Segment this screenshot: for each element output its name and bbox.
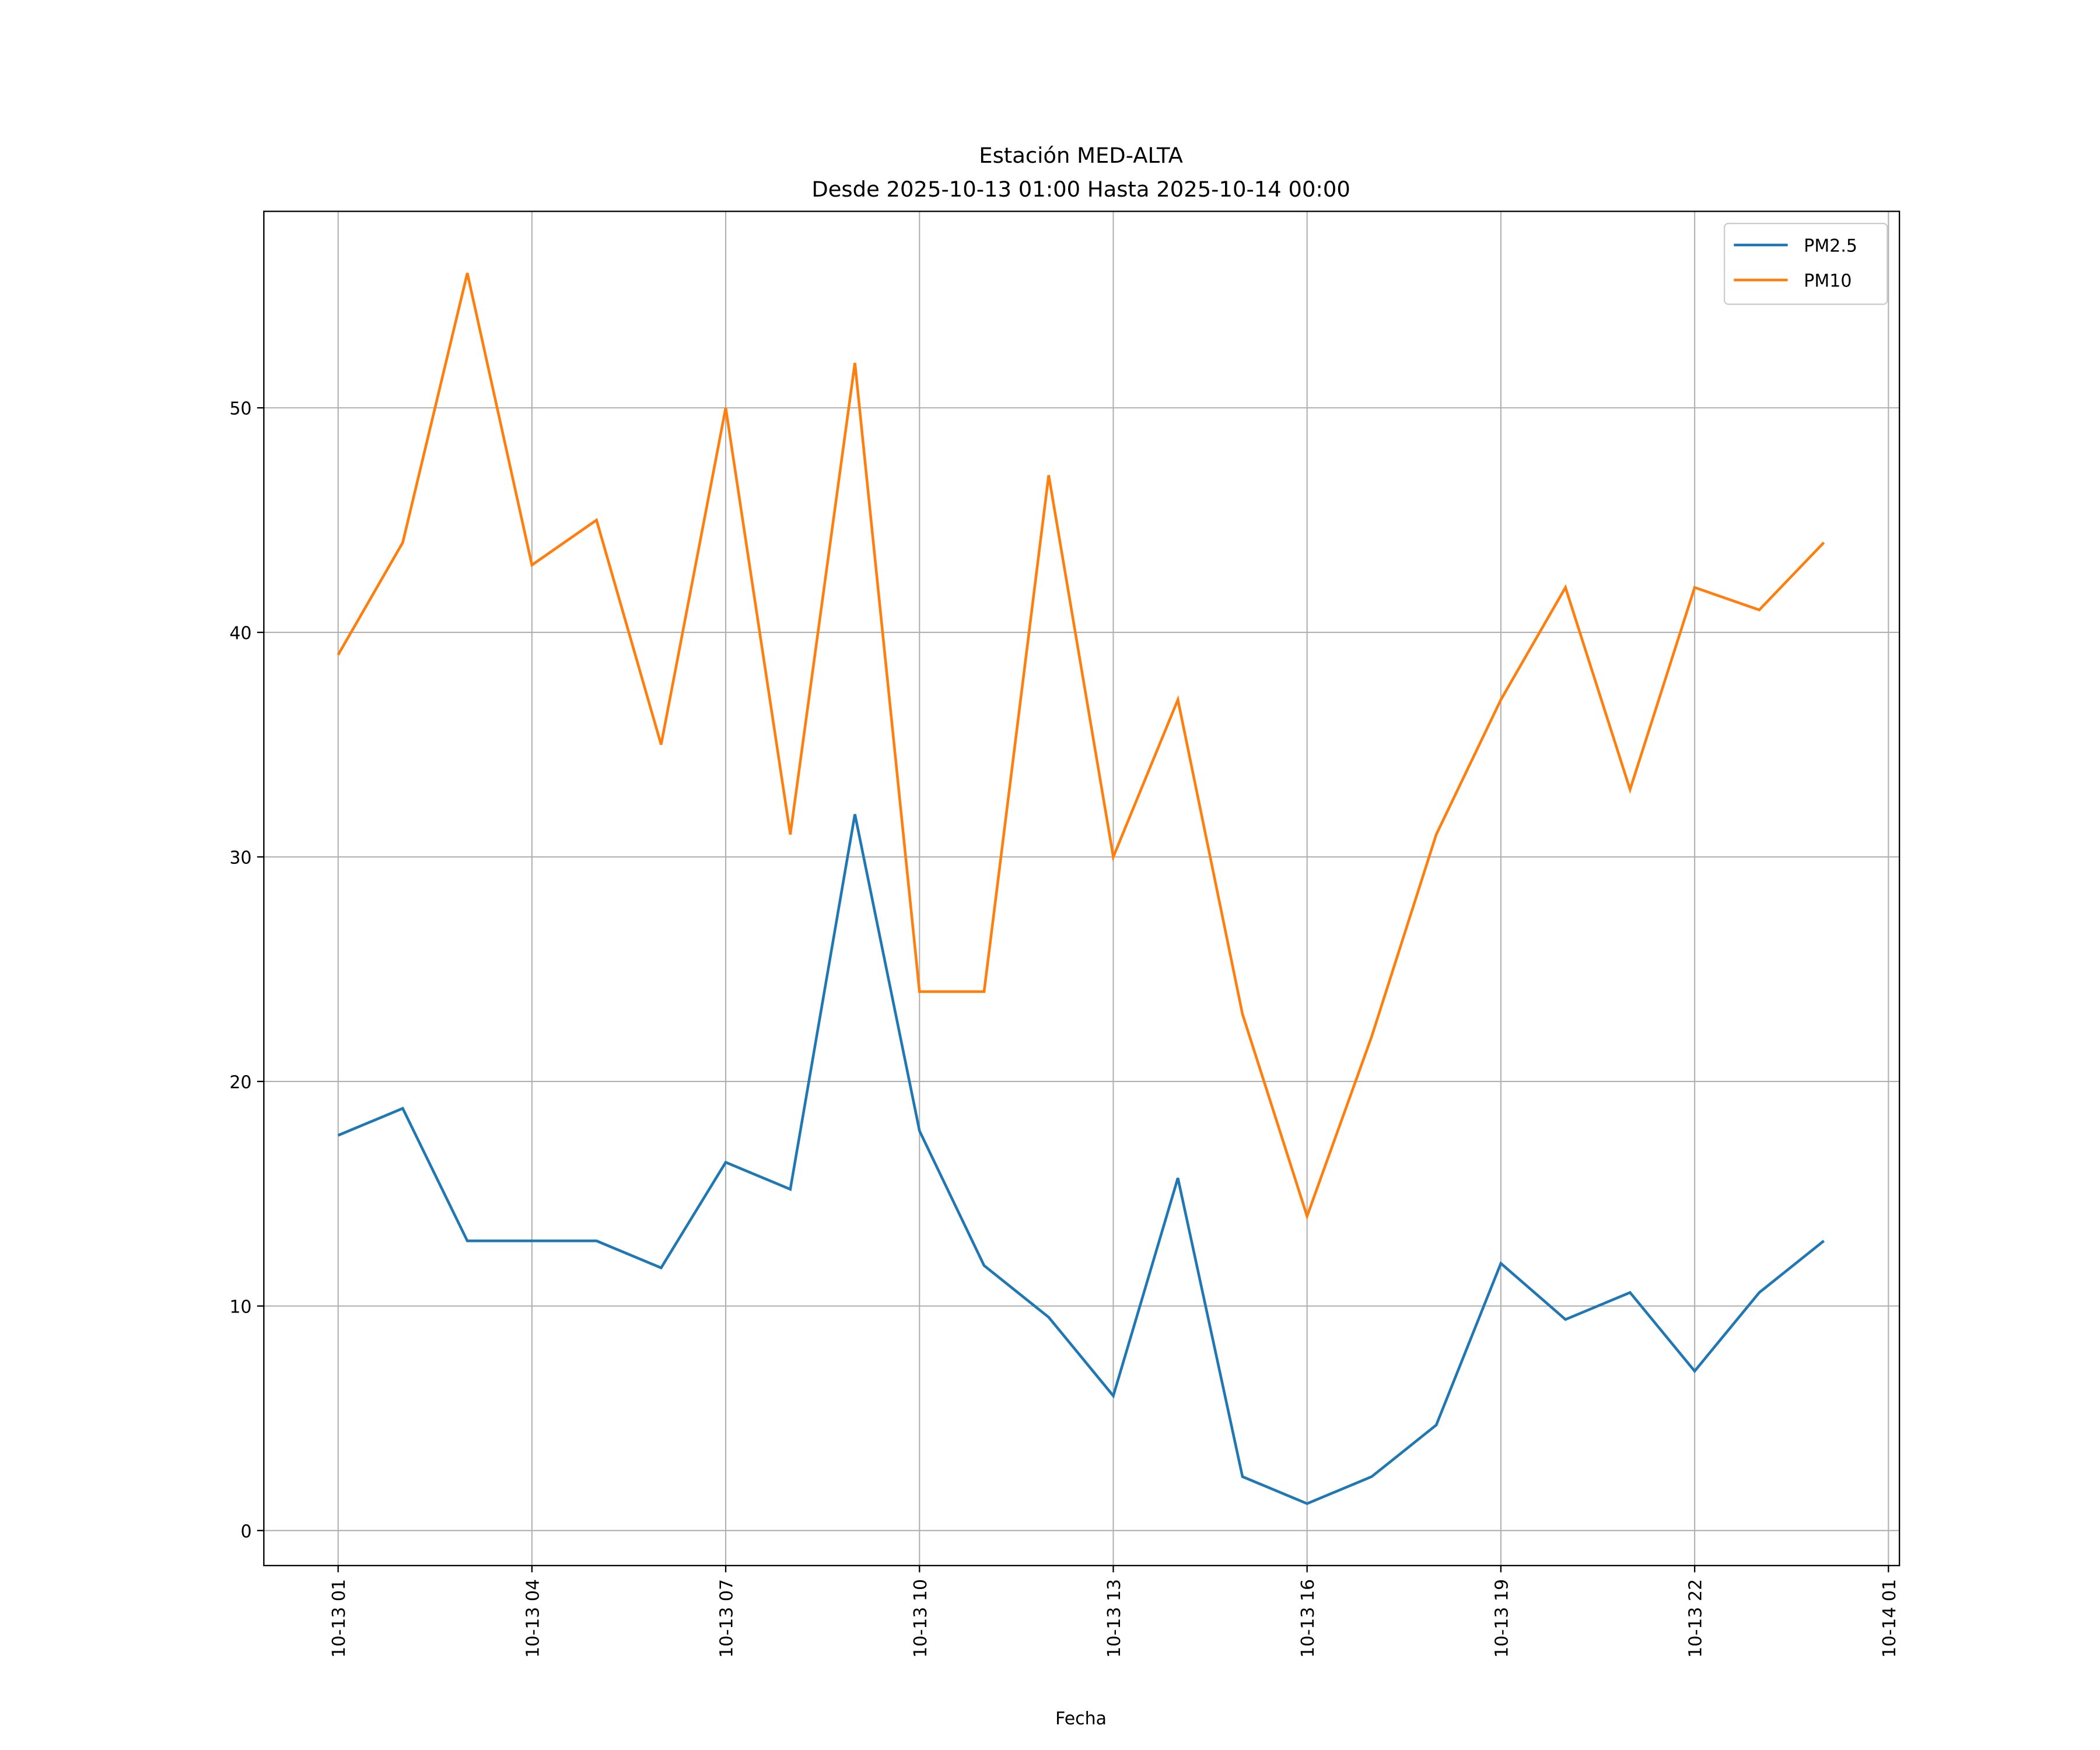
legend-label: PM2.5 [1804,236,1857,257]
y-tick-label: 30 [229,848,251,869]
chart-title: Estación MED-ALTA [979,143,1183,168]
x-axis: 10-13 01 10-13 04 10-13 07 10-13 10 10-13 13… [329,1565,1900,1658]
y-tick-label: 0 [240,1521,251,1542]
x-tick-label: 10-13 22 [1686,1579,1706,1658]
x-tick-label: 10-13 04 [523,1579,543,1658]
series-line-pm25 [337,814,1825,1506]
series-group [337,272,1825,1506]
y-tick-label: 40 [229,624,251,644]
x-axis-label: Fecha [1055,1709,1107,1729]
y-tick-label: 50 [229,399,251,419]
x-tick-label: 10-13 07 [717,1579,737,1658]
x-tick-label: 10-13 01 [329,1579,349,1658]
legend: PM2.5 PM10 [1723,222,1888,305]
chart-subtitle: Desde 2025-10-13 01:00 Hasta 2025-10-14 … [811,177,1350,202]
x-tick-label: 10-13 10 [911,1579,931,1658]
series-line-pm10 [337,272,1825,1221]
x-tick-label: 10-13 16 [1298,1579,1318,1658]
legend-label: PM10 [1804,271,1852,292]
plot-frame [263,211,1901,1566]
x-tick-label: 10-13 19 [1492,1579,1512,1658]
y-axis: 0 10 20 30 40 50 [229,399,264,1542]
grid [264,211,1900,1566]
x-tick-label: 10-13 13 [1104,1579,1125,1658]
x-tick-label: 10-14 01 [1880,1579,1900,1658]
y-tick-label: 10 [229,1297,251,1317]
y-tick-label: 20 [229,1072,251,1093]
